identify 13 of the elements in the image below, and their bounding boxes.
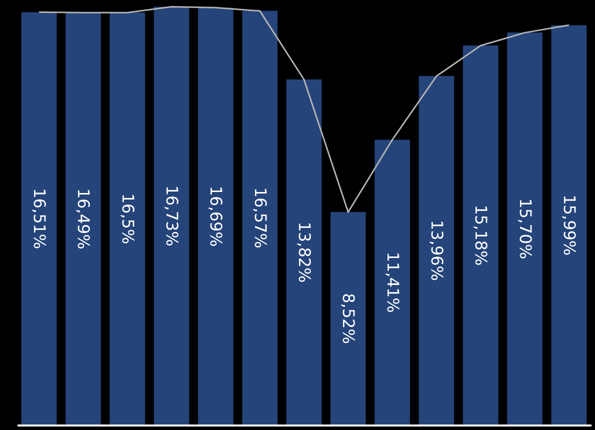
data-label: 13,96% [427,220,446,282]
data-label: 16,49% [74,188,94,250]
data-label: 15,99% [560,194,579,256]
data-label: 13,82% [295,222,314,283]
data-label: 15,70% [516,198,535,260]
data-label: 16,51% [30,188,50,250]
data-label: 11,41% [383,252,402,313]
data-label: 16,69% [206,186,226,247]
data-label: 16,57% [250,187,270,248]
data-label: 8,52% [339,293,358,344]
data-label: 15,18% [472,204,491,266]
data-label: 16,5% [118,193,138,244]
data-label: 16,73% [162,185,182,246]
